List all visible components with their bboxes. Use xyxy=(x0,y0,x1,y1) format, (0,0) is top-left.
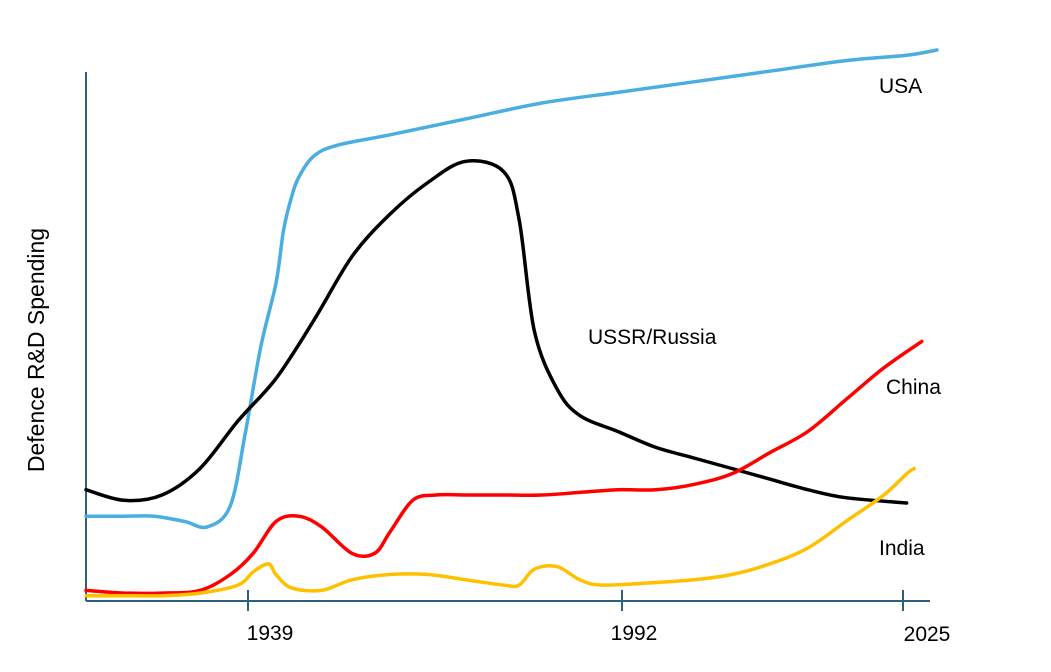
series-lines xyxy=(84,48,939,598)
x-tick-label: 2025 xyxy=(904,623,951,646)
y-axis-label: Defence R&D Spending xyxy=(23,228,49,472)
series-label-india: India xyxy=(879,537,925,560)
series-line-china xyxy=(84,339,924,596)
series-label-china: China xyxy=(886,376,941,399)
x-ticks: 1939 1992 2025 xyxy=(247,590,951,646)
x-tick-label: 1939 xyxy=(247,622,294,645)
x-tick-label: 1992 xyxy=(611,622,658,645)
series-label-ussr-russia: USSR/Russia xyxy=(588,326,717,349)
series-line-usa xyxy=(84,48,939,530)
series-labels: USA USSR/Russia China India xyxy=(588,75,941,560)
series-line-india xyxy=(84,466,916,598)
series-line-ussr-russia xyxy=(84,159,909,505)
series-label-usa: USA xyxy=(879,75,922,98)
